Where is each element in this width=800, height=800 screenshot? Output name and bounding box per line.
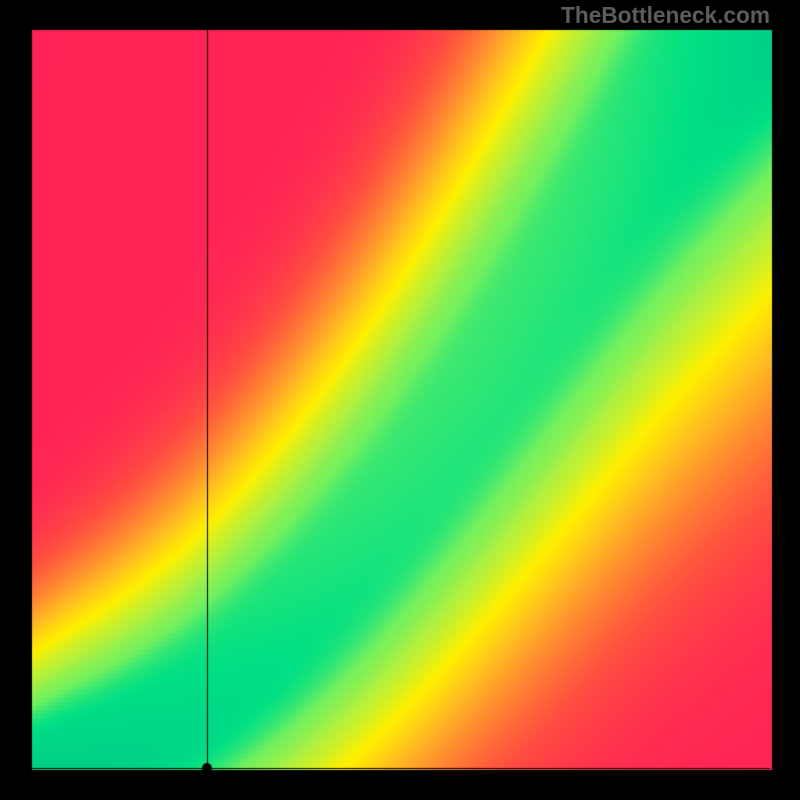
heatmap-canvas bbox=[0, 0, 800, 800]
watermark-label: TheBottleneck.com bbox=[561, 2, 770, 29]
chart-container: TheBottleneck.com bbox=[0, 0, 800, 800]
